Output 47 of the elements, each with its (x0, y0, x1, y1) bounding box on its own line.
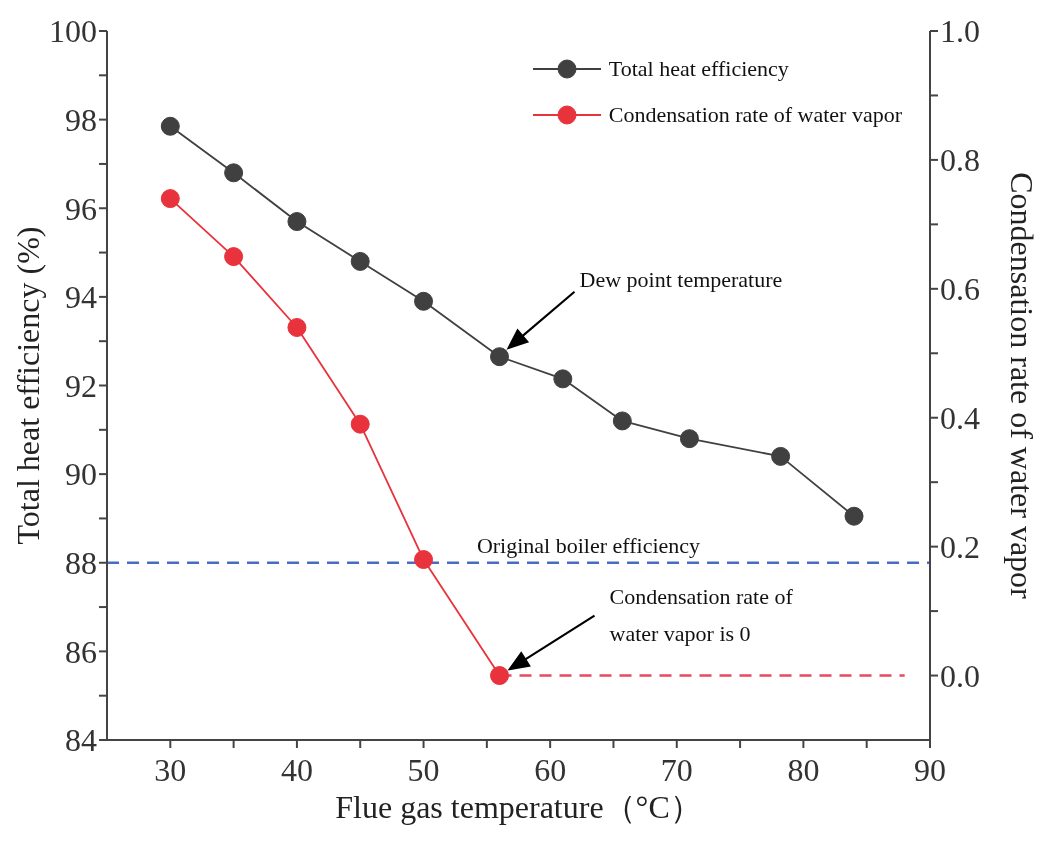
point (414, 550, 434, 570)
x-tick-label: 50 (407, 751, 440, 788)
ref-line-label: Original boiler efficiency (476, 532, 701, 558)
point (414, 291, 434, 311)
y2-tick-label: 0.4 (940, 400, 980, 437)
y-tick-label: 92 (65, 367, 97, 404)
y-tick-label: 84 (65, 722, 97, 759)
y-tick-label: 96 (65, 190, 97, 227)
point (771, 446, 791, 466)
point (844, 506, 864, 526)
y-tick-label: 100 (49, 13, 97, 50)
x-tick-label: 40 (280, 751, 313, 788)
x-tick-label: 60 (534, 751, 567, 788)
point (490, 666, 510, 686)
y2-tick-label: 0.6 (940, 271, 980, 308)
y-tick-label: 86 (65, 633, 97, 670)
legend-label: Condensation rate of water vapor (608, 102, 902, 128)
y2-tick-label: 0.0 (940, 657, 980, 694)
point (679, 429, 699, 449)
point (160, 189, 180, 209)
x-tick-label: 70 (660, 751, 693, 788)
point (612, 411, 632, 431)
point (287, 317, 307, 337)
point (490, 347, 510, 367)
y2-tick-label: 1.0 (940, 13, 980, 50)
point (160, 116, 180, 136)
y-tick-label: 88 (65, 545, 97, 582)
y-tick-label: 90 (65, 456, 97, 493)
x-tick-label: 30 (154, 751, 187, 788)
point (553, 369, 573, 389)
point (224, 163, 244, 183)
x-tick-label: 90 (914, 751, 946, 788)
y-tick-label: 98 (65, 101, 97, 138)
y2-axis-title: Condensation rate of water vapor (1003, 172, 1040, 600)
point (224, 247, 244, 267)
point (350, 251, 370, 271)
x-tick-label: 80 (787, 751, 820, 788)
legend-label: Total heat efficiency (608, 56, 789, 82)
annotation: Condensation rate of water vapor is 0 (609, 583, 794, 646)
y-axis-title: Total heat efficiency (%) (10, 226, 47, 545)
y-tick-label: 94 (65, 279, 97, 316)
point (350, 414, 370, 434)
point (287, 212, 307, 232)
annotation: Dew point temperature (579, 266, 783, 292)
y2-tick-label: 0.8 (940, 142, 980, 179)
y2-tick-label: 0.2 (940, 529, 980, 565)
x-axis-title: Flue gas temperature（°C） (335, 789, 702, 825)
